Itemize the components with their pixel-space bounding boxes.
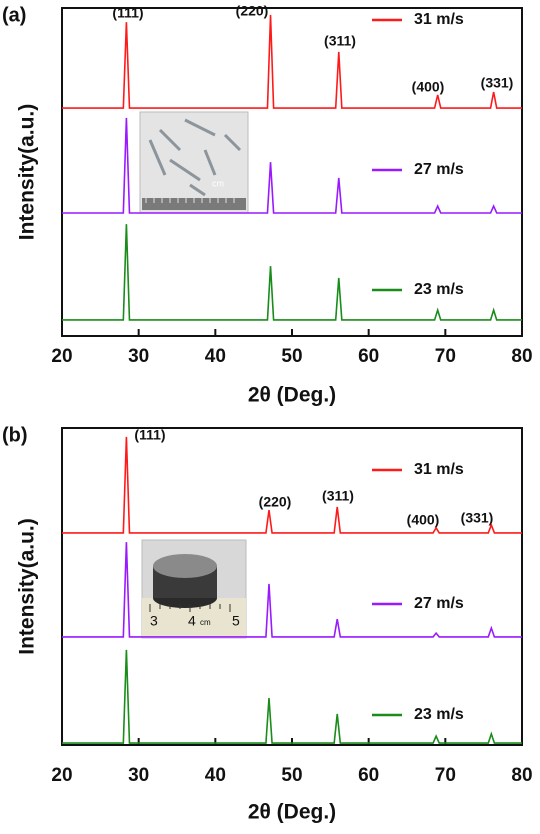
peak-label: (220) — [236, 3, 269, 19]
legend-label: 27 m/s — [414, 595, 464, 612]
x-tick-label: 40 — [205, 765, 226, 786]
peak-label: (311) — [322, 488, 354, 504]
ruler-label: 4 — [188, 613, 196, 629]
legend-label: 31 m/s — [414, 11, 464, 28]
y-axis-label: Intensity(a.u.) — [16, 104, 39, 241]
xrd-trace — [62, 650, 522, 743]
peak-label: (220) — [259, 494, 292, 510]
inset-label: cm — [212, 178, 224, 188]
x-tick-label: 30 — [128, 346, 149, 367]
legend-label: 27 m/s — [414, 161, 464, 178]
x-tick-label: 50 — [281, 346, 302, 367]
xrd-trace — [62, 542, 522, 637]
x-tick-label: 70 — [435, 765, 456, 786]
xrd-trace — [62, 15, 522, 108]
panel-label: (a) — [2, 4, 26, 26]
xrd-trace — [62, 224, 522, 320]
ruler-label: 5 — [232, 613, 240, 629]
legend-label: 23 m/s — [414, 706, 464, 723]
y-axis-label: Intensity(a.u.) — [16, 518, 39, 655]
x-axis-label: 2θ (Deg.) — [248, 384, 336, 407]
peak-label: (111) — [112, 5, 143, 21]
ruler-label: 3 — [150, 613, 158, 629]
x-tick-label: 20 — [51, 765, 72, 786]
legend-label: 31 m/s — [414, 461, 464, 478]
panel-label: (b) — [2, 424, 28, 446]
figure: cm 3 4 5 cm 20 30 40 50 60 70 80 2θ (Deg.) Inten… — [0, 0, 540, 834]
xrd-trace — [62, 437, 522, 533]
x-tick-label: 20 — [51, 346, 72, 367]
legend-label: 23 m/s — [414, 281, 464, 298]
x-tick-label: 40 — [205, 346, 226, 367]
x-tick-label: 50 — [281, 765, 302, 786]
peak-label: (400) — [407, 512, 440, 528]
x-tick-label: 60 — [358, 765, 379, 786]
x-tick-label: 80 — [511, 765, 532, 786]
peak-label: (111) — [134, 427, 165, 443]
x-tick-label: 80 — [511, 346, 532, 367]
x-tick-label: 30 — [128, 765, 149, 786]
peak-label: (400) — [412, 79, 445, 95]
inset-photo: cm — [140, 112, 248, 213]
x-tick-label: 70 — [435, 346, 456, 367]
peak-label: (311) — [324, 33, 356, 49]
peak-label: (331) — [461, 510, 494, 526]
x-tick-label: 60 — [358, 346, 379, 367]
inset-label: cm — [200, 618, 211, 627]
x-axis-label: 2θ (Deg.) — [248, 801, 336, 824]
inset-photo: 3 4 5 cm — [142, 540, 246, 638]
peak-label: (331) — [481, 75, 514, 91]
